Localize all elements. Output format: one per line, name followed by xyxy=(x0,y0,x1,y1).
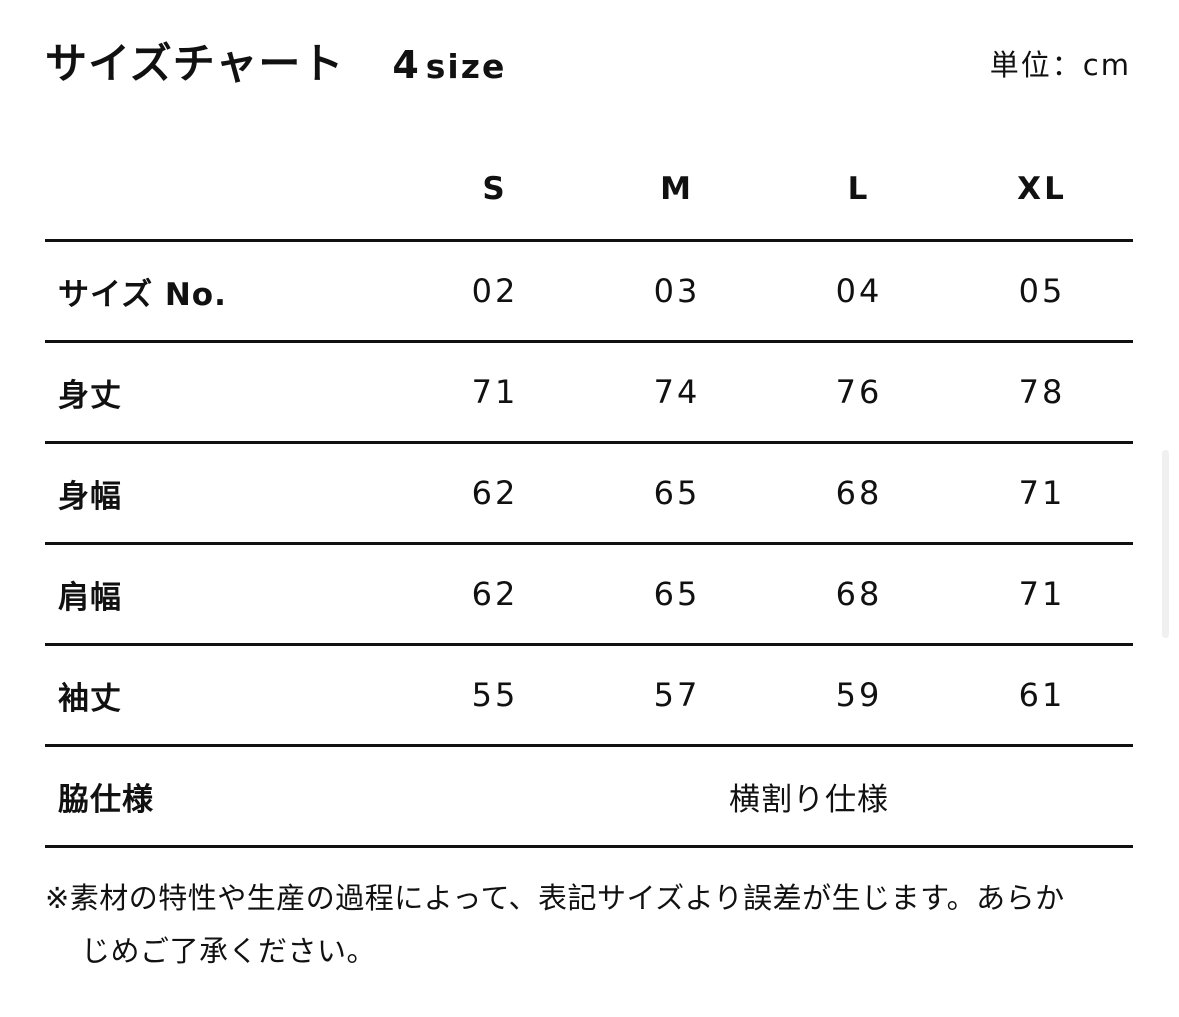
table-cell: 68 xyxy=(835,575,883,613)
table-cell: 68 xyxy=(835,474,883,512)
table-cell: 65 xyxy=(653,474,701,512)
size-count: 4 size xyxy=(392,43,506,87)
table-cell: 65 xyxy=(653,575,701,613)
row-label: 袖丈 xyxy=(58,680,122,717)
column-header-s: S xyxy=(482,170,508,207)
row-label: 肩幅 xyxy=(58,579,122,616)
table-cell: 62 xyxy=(471,474,519,512)
row-label: 身幅 xyxy=(58,478,122,515)
row-label: 身丈 xyxy=(58,377,122,414)
table-cell: 55 xyxy=(471,676,519,714)
table-cell: 59 xyxy=(835,676,883,714)
unit-label: 単位：cm xyxy=(989,48,1131,82)
column-header-m: M xyxy=(660,170,694,207)
table-cell: 62 xyxy=(471,575,519,613)
table-row-side-spec: 脇仕様 横割り仕様 xyxy=(45,744,1133,848)
row-label: 脇仕様 xyxy=(58,781,154,818)
table-row: 身丈 71 74 76 78 xyxy=(45,340,1133,441)
note-line: じめご了承ください。 xyxy=(81,934,377,968)
title-text: サイズチャート xyxy=(45,39,345,88)
table-cell: 74 xyxy=(653,373,701,411)
row-label: サイズ No. xyxy=(58,276,227,313)
table-cell: 78 xyxy=(1018,373,1066,411)
table-cell: 05 xyxy=(1018,272,1066,310)
table-cell: 61 xyxy=(1018,676,1066,714)
table-cell: 02 xyxy=(471,272,519,310)
table-row: サイズ No. 02 03 04 05 xyxy=(45,239,1133,340)
size-count-number: 4 xyxy=(392,43,420,87)
side-spec-value: 横割り仕様 xyxy=(729,781,889,818)
table-cell: 76 xyxy=(835,373,883,411)
header-row: S M L XL xyxy=(45,138,1133,239)
column-header-xl: XL xyxy=(1017,170,1067,207)
size-count-label: size xyxy=(425,47,507,86)
page-title: サイズチャート 4 size xyxy=(45,30,506,91)
disclaimer-note: ※素材の特性や生産の過程によって、表記サイズより誤差が生じます。あらか じめご了… xyxy=(45,872,1135,978)
column-header-l: L xyxy=(847,170,871,207)
table-row: 袖丈 55 57 59 61 xyxy=(45,643,1133,744)
table-row: 肩幅 62 65 68 71 xyxy=(45,542,1133,643)
size-table: S M L XL サイズ No. 02 03 04 05 身丈 71 74 76 78 身幅 62 65… xyxy=(45,138,1133,848)
table-row: 身幅 62 65 68 71 xyxy=(45,441,1133,542)
note-line: ※素材の特性や生産の過程によって、表記サイズより誤差が生じます。あらか xyxy=(45,881,1065,915)
table-cell: 03 xyxy=(653,272,701,310)
table-cell: 71 xyxy=(1018,575,1066,613)
table-cell: 71 xyxy=(471,373,519,411)
table-cell: 57 xyxy=(653,676,701,714)
table-cell: 04 xyxy=(835,272,883,310)
table-cell: 71 xyxy=(1018,474,1066,512)
scrollbar[interactable] xyxy=(1162,450,1169,638)
